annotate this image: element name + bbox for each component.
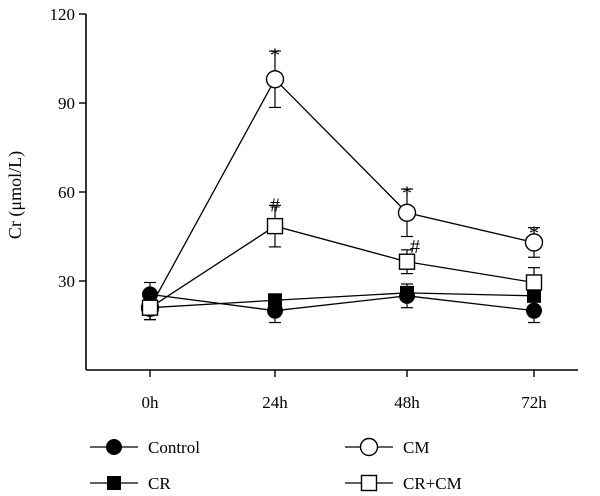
legend-item-cr-cm: CR+CM	[345, 474, 462, 493]
series-line-cm	[149, 78, 535, 309]
hash-annotation: #	[410, 236, 420, 258]
series-line-control	[149, 293, 535, 312]
data-point-control	[526, 302, 542, 319]
y-axis-label: Cr (μmol/L)	[5, 151, 26, 239]
legend-label: CM	[403, 438, 429, 457]
chart-axes	[85, 14, 578, 371]
data-point-cm	[397, 203, 417, 222]
significance-star: *	[270, 45, 280, 67]
data-point-control	[142, 286, 158, 303]
legend-label: CR+CM	[403, 474, 462, 493]
legend-item-control: Control	[90, 438, 200, 457]
legend-marker-cr	[107, 476, 121, 490]
data-point-cr	[268, 293, 282, 308]
data-point-cm	[524, 233, 544, 252]
chart-legend: Control CR CM CR+CM	[90, 437, 462, 493]
significance-star: *	[529, 223, 539, 245]
data-point-cm	[265, 70, 285, 89]
data-point-cr-cm	[141, 299, 159, 316]
legend-marker-control	[106, 439, 122, 455]
legend-item-cm: CM	[345, 437, 429, 457]
x-tick-label: 72h	[521, 393, 547, 412]
legend-marker-cr-cm	[360, 474, 378, 492]
x-tick-label: 48h	[394, 393, 420, 412]
hash-annotation: #	[270, 194, 280, 216]
data-point-cr-cm	[525, 274, 543, 291]
y-tick-label: 30	[58, 272, 75, 291]
data-point-cr	[400, 285, 414, 300]
y-tick-label: 120	[50, 5, 76, 24]
y-tick-label: 90	[58, 94, 75, 113]
series-line-cr	[149, 292, 535, 309]
legend-item-cr: CR	[90, 474, 171, 493]
legend-label: CR	[148, 474, 171, 493]
data-point-cr	[527, 288, 541, 303]
significance-star: *	[402, 183, 412, 205]
legend-marker-cm	[359, 437, 379, 457]
legend-label: Control	[148, 438, 200, 457]
x-tick-label: 24h	[262, 393, 288, 412]
data-point-cr-cm	[266, 217, 284, 235]
y-tick-label: 60	[58, 183, 75, 202]
series-line-cr-cm	[149, 225, 535, 309]
x-tick-label: 0h	[142, 393, 160, 412]
data-point-cr-cm	[398, 253, 416, 270]
